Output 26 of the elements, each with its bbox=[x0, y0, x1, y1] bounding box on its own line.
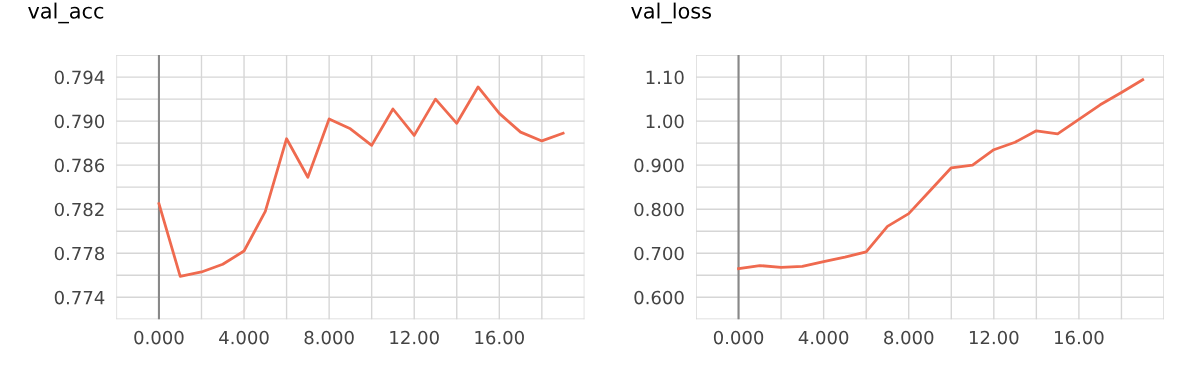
x-tick-label: 8.000 bbox=[304, 330, 354, 345]
line-series bbox=[157, 85, 565, 278]
y-tick-label: 0.774 bbox=[54, 290, 105, 305]
y-tick-label: 0.600 bbox=[634, 290, 684, 305]
chart-title: val_loss bbox=[631, 2, 712, 24]
y-tick-label: 0.786 bbox=[54, 158, 105, 173]
x-tick-label: 12.00 bbox=[390, 330, 439, 345]
y-tick-label: 1.10 bbox=[646, 70, 684, 85]
y-tick-label: 0.800 bbox=[634, 202, 684, 217]
x-tick-label: 12.00 bbox=[969, 330, 1019, 345]
x-tick-label: 16.00 bbox=[475, 330, 524, 345]
chart-title: val_acc bbox=[28, 2, 104, 24]
x-tick-label: 4.000 bbox=[798, 330, 849, 345]
y-tick-label: 0.778 bbox=[54, 246, 105, 261]
x-tick-label: 4.000 bbox=[219, 330, 269, 345]
y-tick-label: 0.900 bbox=[634, 158, 684, 173]
x-tick-label: 8.000 bbox=[884, 330, 934, 345]
line-series bbox=[737, 78, 1145, 271]
y-tick-label: 0.782 bbox=[54, 202, 104, 217]
x-tick-label: 16.00 bbox=[1055, 330, 1104, 345]
y-tick-label: 1.00 bbox=[646, 114, 684, 129]
y-tick-label: 0.700 bbox=[634, 246, 684, 261]
x-tick-label: 0.000 bbox=[713, 330, 764, 345]
y-tick-label: 0.790 bbox=[54, 114, 105, 129]
x-tick-label: 0.000 bbox=[134, 330, 184, 345]
y-tick-label: 0.794 bbox=[54, 70, 105, 85]
